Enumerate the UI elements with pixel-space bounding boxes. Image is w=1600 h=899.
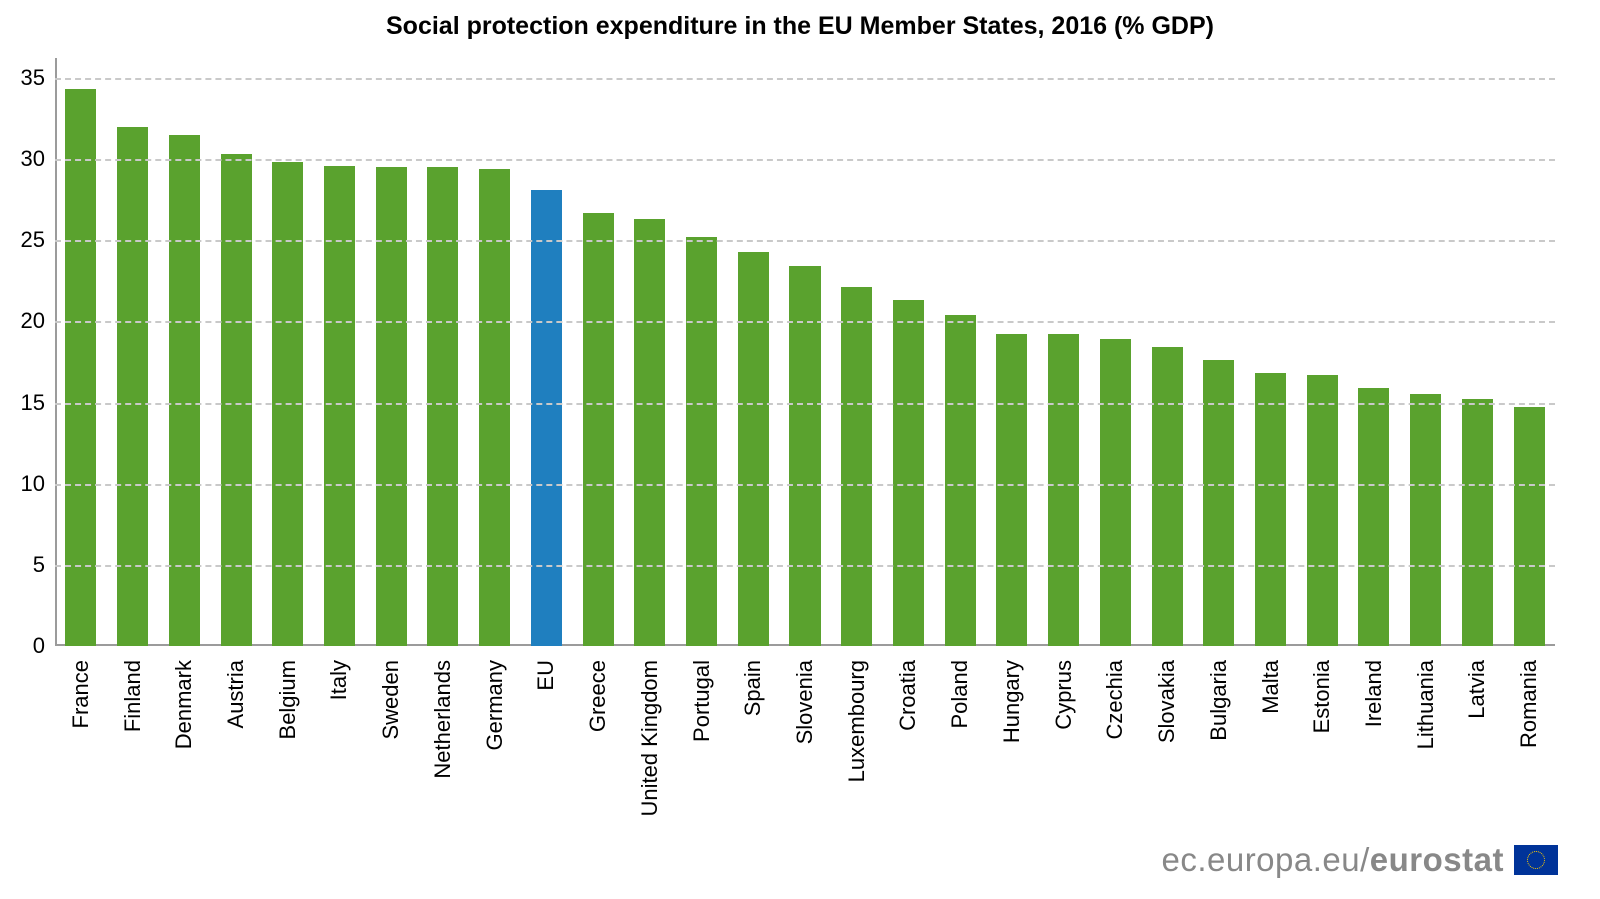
bar (893, 300, 924, 646)
x-tick-label: Belgium (275, 660, 301, 739)
grid-line (55, 403, 1555, 405)
bar (583, 213, 614, 646)
x-tick-label: Germany (482, 660, 508, 750)
x-tick-label: Malta (1258, 660, 1284, 714)
x-tick-label: Bulgaria (1206, 660, 1232, 741)
bar (1307, 375, 1338, 646)
footer: ec.europa.eu/eurostat (1161, 841, 1558, 879)
bar (376, 167, 407, 646)
bar (1152, 347, 1183, 646)
x-tick-label: Austria (223, 660, 249, 728)
bar (531, 190, 562, 646)
y-tick-label: 20 (21, 308, 55, 334)
y-tick-label: 0 (33, 633, 55, 659)
bar (1462, 399, 1493, 646)
eu-flag-icon (1514, 845, 1558, 875)
bar (1255, 373, 1286, 646)
bar (1048, 334, 1079, 646)
bar (65, 89, 96, 646)
y-tick-label: 30 (21, 146, 55, 172)
bar (1514, 407, 1545, 646)
bar (324, 166, 355, 646)
bar (841, 287, 872, 646)
grid-line (55, 565, 1555, 567)
x-tick-label: Denmark (171, 660, 197, 749)
x-tick-label: Poland (947, 660, 973, 729)
bars-group (55, 78, 1555, 646)
y-tick-label: 25 (21, 227, 55, 253)
x-tick-label: Estonia (1309, 660, 1335, 733)
x-tick-label: Greece (585, 660, 611, 732)
bar (1100, 339, 1131, 646)
bar (1410, 394, 1441, 646)
bar (427, 167, 458, 646)
bar (169, 135, 200, 646)
footer-text: ec.europa.eu/eurostat (1161, 841, 1504, 879)
y-tick-label: 5 (33, 552, 55, 578)
bar (996, 334, 1027, 646)
bar (1358, 388, 1389, 646)
x-tick-label: Slovenia (792, 660, 818, 744)
bar (945, 315, 976, 646)
grid-line (55, 321, 1555, 323)
x-tick-label: Latvia (1464, 660, 1490, 719)
x-tick-label: Ireland (1361, 660, 1387, 727)
y-tick-label: 15 (21, 390, 55, 416)
grid-line (55, 240, 1555, 242)
x-tick-label: Finland (120, 660, 146, 732)
x-tick-label: Spain (740, 660, 766, 716)
x-tick-label: Portugal (689, 660, 715, 742)
chart-container: Social protection expenditure in the EU … (0, 0, 1600, 899)
bar (117, 127, 148, 646)
y-tick-label: 35 (21, 65, 55, 91)
x-tick-label: Romania (1516, 660, 1542, 748)
x-tick-label: Italy (326, 660, 352, 700)
x-tick-label: Slovakia (1154, 660, 1180, 743)
x-tick-label: Hungary (999, 660, 1025, 743)
bar (221, 154, 252, 646)
chart-title: Social protection expenditure in the EU … (0, 12, 1600, 41)
grid-line (55, 78, 1555, 80)
x-tick-label: Croatia (895, 660, 921, 731)
x-tick-label: United Kingdom (637, 660, 663, 817)
x-tick-label: Czechia (1102, 660, 1128, 739)
x-tick-label: Netherlands (430, 660, 456, 779)
x-tick-label: Cyprus (1051, 660, 1077, 730)
bar (686, 237, 717, 646)
grid-line (55, 484, 1555, 486)
footer-prefix: ec.europa.eu/ (1161, 841, 1369, 878)
x-tick-label: Luxembourg (844, 660, 870, 782)
plot-area: 05101520253035FranceFinlandDenmarkAustri… (55, 78, 1555, 646)
footer-bold: eurostat (1370, 841, 1504, 878)
bar (738, 252, 769, 646)
y-tick-label: 10 (21, 471, 55, 497)
bar (634, 219, 665, 646)
x-tick-label: EU (533, 660, 559, 691)
x-tick-label: France (68, 660, 94, 728)
grid-line (55, 159, 1555, 161)
x-tick-label: Sweden (378, 660, 404, 740)
x-tick-label: Lithuania (1413, 660, 1439, 749)
